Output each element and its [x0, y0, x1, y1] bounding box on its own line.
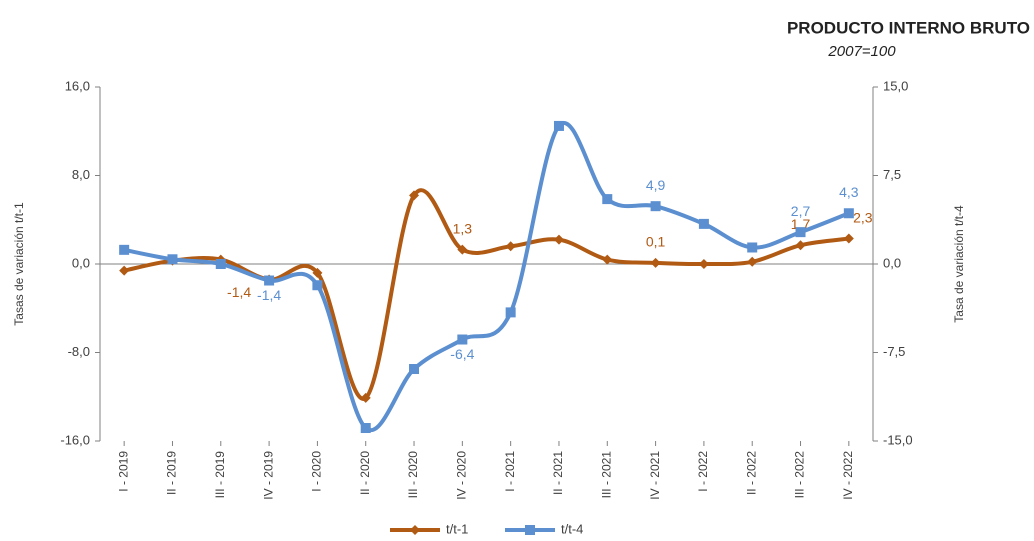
data-point — [264, 275, 275, 286]
data-point — [747, 242, 758, 253]
data-point — [457, 244, 468, 255]
x-tick-label: IV - 2021 — [648, 451, 662, 500]
series-line — [123, 121, 850, 433]
data-point — [312, 280, 323, 291]
x-tick-label: I - 2019 — [116, 451, 130, 492]
legend-label: t/t-1 — [446, 521, 468, 536]
data-label: 1,3 — [453, 220, 473, 236]
data-label: 4,3 — [839, 184, 859, 200]
data-point — [553, 234, 564, 245]
data-point — [167, 254, 178, 265]
data-point — [795, 227, 806, 238]
y-tick-label: 8,0 — [72, 167, 90, 182]
data-label: -6,4 — [450, 346, 474, 362]
data-point — [215, 259, 226, 269]
x-tick-label: III - 2019 — [213, 451, 227, 499]
data-point — [119, 265, 130, 276]
x-tick-label: III - 2020 — [406, 451, 420, 499]
data-point — [698, 218, 709, 229]
x-tick-label: I - 2022 — [696, 451, 710, 492]
data-point — [795, 240, 806, 251]
y2-tick-label: -7,5 — [883, 344, 905, 359]
x-tick-label: II - 2020 — [358, 451, 372, 495]
x-tick-label: I - 2021 — [503, 451, 517, 492]
y2-tick-label: -15,0 — [883, 432, 913, 447]
data-label: 2,7 — [791, 203, 811, 219]
y-tick-label: 0,0 — [72, 255, 90, 270]
y-tick-label: 16,0 — [65, 78, 90, 93]
data-label: 0,1 — [646, 234, 666, 250]
data-point — [360, 423, 371, 434]
data-label: 2,3 — [853, 209, 873, 225]
chart-title: PRODUCTO INTERNO BRUTO — [787, 18, 1030, 37]
x-tick-label: II - 2021 — [551, 451, 565, 495]
data-point — [505, 307, 516, 318]
legend-marker — [410, 525, 420, 535]
x-tick-label: IV - 2019 — [261, 451, 275, 500]
data-label: -1,4 — [227, 284, 251, 300]
data-point — [457, 334, 468, 345]
x-tick-label: III - 2021 — [599, 451, 613, 499]
chart-subtitle: 2007=100 — [827, 43, 896, 60]
x-tick-label: II - 2019 — [165, 451, 179, 495]
y2-tick-label: 15,0 — [883, 78, 908, 93]
data-point — [409, 190, 420, 201]
y2-tick-label: 0,0 — [883, 255, 901, 270]
x-tick-label: II - 2022 — [744, 451, 758, 495]
y-axis-label: Tasas de variación t/t-1 — [12, 202, 26, 326]
data-label: -1,4 — [257, 287, 281, 303]
data-point — [409, 364, 420, 375]
data-point — [312, 267, 323, 278]
legend-label: t/t-4 — [561, 521, 583, 536]
data-point — [650, 257, 661, 268]
y2-axis-label: Tasa de variación t/t-4 — [952, 205, 966, 323]
data-point — [505, 241, 516, 252]
x-tick-label: IV - 2022 — [841, 451, 855, 500]
x-tick-label: I - 2020 — [310, 451, 324, 492]
legend-marker — [525, 525, 535, 535]
data-point — [747, 256, 758, 267]
data-point — [843, 208, 854, 219]
y-tick-label: -8,0 — [68, 344, 90, 359]
data-label: 4,9 — [646, 177, 666, 193]
y-tick-label: -16,0 — [60, 432, 90, 447]
y2-tick-label: 7,5 — [883, 167, 901, 182]
data-point — [602, 254, 613, 265]
data-point — [119, 244, 130, 255]
x-tick-label: III - 2022 — [793, 451, 807, 499]
data-point — [843, 233, 854, 244]
data-point — [602, 194, 613, 205]
data-point — [650, 201, 661, 212]
data-point — [360, 392, 371, 403]
data-point — [553, 120, 564, 131]
x-tick-label: IV - 2020 — [455, 451, 469, 500]
data-point — [698, 259, 709, 269]
